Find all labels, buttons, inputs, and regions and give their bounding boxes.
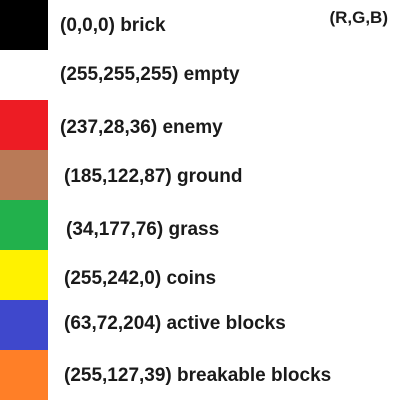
legend-row-empty: (255,255,255) empty: [0, 50, 400, 100]
legend-label-grass: (34,177,76) grass: [66, 219, 220, 240]
legend-label-brick: (0,0,0) brick: [60, 15, 166, 36]
legend-row-breakable-blocks: (255,127,39) breakable blocks: [0, 350, 400, 400]
rgb-header: (R,G,B): [329, 8, 388, 27]
legend-row-enemy: (237,28,36) enemy: [0, 100, 400, 150]
swatch-coins: [0, 250, 48, 300]
legend-row-grass: (34,177,76) grass: [0, 200, 400, 250]
legend-row-active-blocks: (63,72,204) active blocks: [0, 300, 400, 350]
legend-row-coins: (255,242,0) coins: [0, 250, 400, 300]
legend-row-ground: (185,122,87) ground: [0, 150, 400, 200]
legend-row-brick: (0,0,0) brick: [0, 0, 400, 50]
legend-label-coins: (255,242,0) coins: [64, 268, 217, 289]
swatch-empty: [0, 50, 48, 100]
swatch-breakable-blocks: [0, 350, 48, 400]
legend-label-ground: (185,122,87) ground: [64, 166, 243, 187]
swatch-brick: [0, 0, 48, 50]
legend-label-breakable-blocks: (255,127,39) breakable blocks: [64, 365, 332, 386]
legend-label-empty: (255,255,255) empty: [60, 64, 240, 85]
legend-label-active-blocks: (63,72,204) active blocks: [64, 313, 286, 334]
swatch-active-blocks: [0, 300, 48, 350]
swatch-ground: [0, 150, 48, 200]
legend-label-enemy: (237,28,36) enemy: [60, 117, 223, 138]
swatch-enemy: [0, 100, 48, 150]
swatch-grass: [0, 200, 48, 250]
